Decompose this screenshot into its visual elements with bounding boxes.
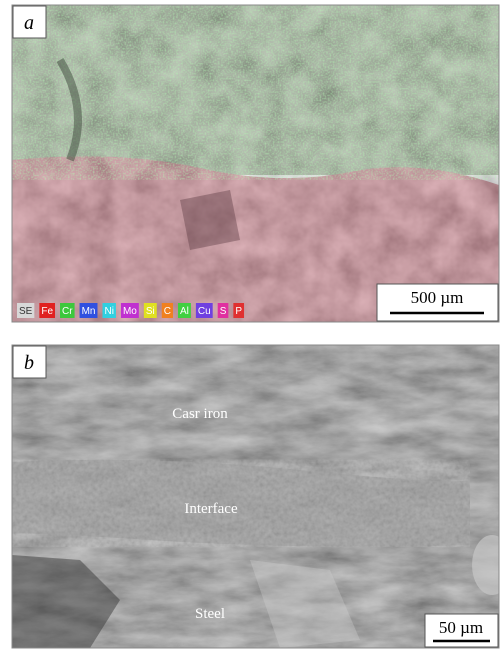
element-chip-label: P bbox=[235, 306, 242, 317]
scale-bar-label: 50 µm bbox=[439, 618, 483, 637]
element-chip-label: S bbox=[220, 306, 227, 317]
element-chip-label: Si bbox=[146, 306, 155, 317]
element-chip-label: C bbox=[164, 306, 171, 317]
region-label: Interface bbox=[184, 501, 238, 517]
element-chip-label: Ni bbox=[104, 306, 113, 317]
figure: a SE Fe Cr Mn Ni Mo Si C Al Cu SP 500 µm b Casr ir… bbox=[0, 0, 501, 651]
scale-bar-label: 500 µm bbox=[411, 288, 464, 307]
panel-a-image bbox=[12, 5, 499, 322]
element-chip-label: Cr bbox=[62, 306, 73, 317]
element-chip-label: Mo bbox=[123, 306, 137, 317]
element-chip-label: Mn bbox=[82, 306, 96, 317]
panel-label: b bbox=[24, 352, 34, 374]
element-chip-label: SE bbox=[19, 306, 33, 317]
element-chip-label: Al bbox=[180, 306, 189, 317]
panel-label: a bbox=[24, 12, 34, 34]
panel-b-image bbox=[11, 345, 501, 648]
element-chip-label: Fe bbox=[41, 306, 53, 317]
element-chip-label: Cu bbox=[198, 306, 211, 317]
region-label: Steel bbox=[195, 606, 225, 622]
region-label: Casr iron bbox=[172, 406, 228, 422]
